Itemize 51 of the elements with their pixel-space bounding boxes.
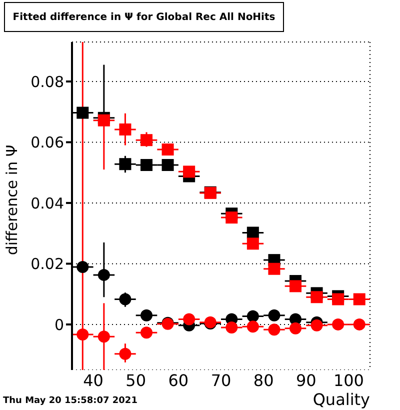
point <box>310 319 323 332</box>
point <box>119 158 132 170</box>
x-tick-label: 80 <box>253 371 274 390</box>
point <box>119 348 132 360</box>
x-tick-label: 100 <box>333 371 364 390</box>
point <box>226 321 238 334</box>
point <box>290 280 302 292</box>
point <box>332 293 344 306</box>
y-tick-label: 0.04 <box>30 194 64 212</box>
point <box>98 114 110 126</box>
point <box>246 310 259 322</box>
chart-title: Fitted difference in Ψ for Global Rec All NoHits <box>4 2 284 32</box>
point <box>226 212 238 224</box>
x-tick-label: 70 <box>210 371 232 390</box>
point <box>162 144 174 156</box>
point <box>268 309 280 322</box>
point <box>268 262 280 275</box>
text: Thu May 20 15:58:07 2021 <box>3 396 138 406</box>
x-axis-title: Quality <box>312 390 370 409</box>
point <box>246 320 259 333</box>
point <box>76 328 89 340</box>
y-tick-label: 0 <box>54 316 64 334</box>
point <box>246 238 259 250</box>
point <box>162 159 174 171</box>
point <box>119 123 132 136</box>
y-tick-label: 0.06 <box>30 134 64 152</box>
point <box>98 268 110 281</box>
point <box>310 291 323 304</box>
point <box>140 309 152 322</box>
point <box>98 330 110 343</box>
y-axis-title: difference in Ψ <box>3 144 21 256</box>
point <box>119 293 132 306</box>
point <box>76 261 89 274</box>
point <box>140 134 152 146</box>
y-tick-label: 0.08 <box>30 72 64 91</box>
point <box>290 322 302 334</box>
x-tick-label: 90 <box>296 371 316 390</box>
y-tick-label: 0.02 <box>30 255 64 274</box>
point <box>76 106 89 119</box>
point <box>140 326 152 339</box>
x-tick-label: 50 <box>126 371 146 390</box>
point <box>268 324 280 336</box>
point <box>183 166 196 178</box>
point <box>246 226 259 239</box>
point <box>183 313 196 326</box>
point <box>353 293 366 306</box>
x-tick-label: 60 <box>168 371 189 390</box>
point <box>140 159 152 171</box>
point <box>332 318 344 330</box>
x-tick-label: 40 <box>83 371 104 390</box>
point <box>353 318 366 330</box>
